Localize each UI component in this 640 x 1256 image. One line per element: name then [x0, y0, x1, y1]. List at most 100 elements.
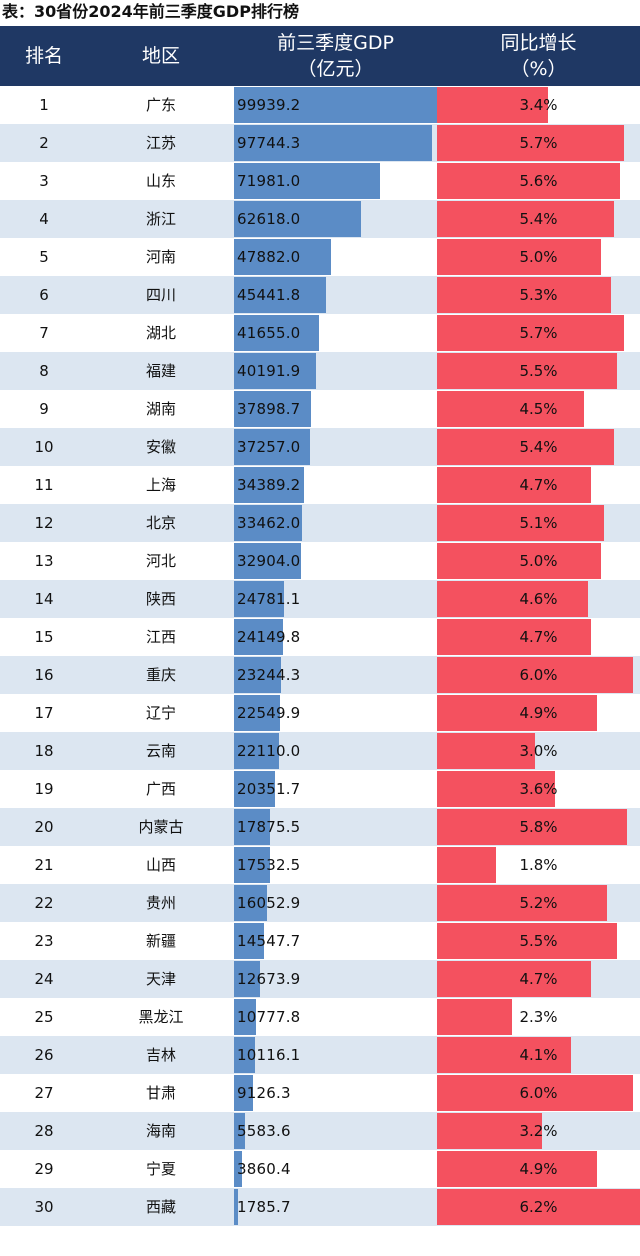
region-cell: 江苏 — [145, 134, 176, 152]
header-region: 地区 — [88, 26, 234, 86]
rank-cell: 18 — [34, 742, 54, 760]
gdp-value: 37257.0 — [237, 438, 301, 456]
gdp-bar — [234, 809, 270, 845]
region-cell: 贵州 — [145, 894, 176, 912]
gdp-value: 24781.1 — [237, 590, 301, 608]
gdp-value: 23244.3 — [237, 666, 301, 684]
rank-cell: 24 — [34, 970, 54, 988]
gdp-value: 9126.3 — [237, 1084, 291, 1102]
table-row: 10 安徽 37257.0 5.4% — [0, 428, 640, 466]
header-growth-label: 同比增长 — [500, 32, 577, 54]
growth-value: 4.1% — [519, 1046, 558, 1064]
gdp-value: 12673.9 — [237, 970, 301, 988]
region-cell: 湖南 — [145, 400, 176, 418]
table-row: 5 河南 47882.0 5.0% — [0, 238, 640, 276]
gdp-bar — [234, 961, 260, 997]
region-cell: 西藏 — [145, 1198, 176, 1216]
gdp-bar — [234, 505, 302, 541]
gdp-value: 99939.2 — [237, 96, 301, 114]
growth-bar — [437, 695, 597, 731]
gdp-bar — [234, 771, 275, 807]
gdp-value: 16052.9 — [237, 894, 301, 912]
header-rank-label: 排名 — [24, 45, 63, 67]
gdp-value: 45441.8 — [237, 286, 301, 304]
growth-bar — [437, 391, 584, 427]
growth-value: 5.4% — [519, 438, 558, 456]
rank-cell: 28 — [34, 1122, 54, 1140]
growth-value: 5.5% — [519, 932, 558, 950]
gdp-bar — [234, 999, 256, 1035]
region-cell: 北京 — [145, 514, 176, 532]
growth-value: 1.8% — [519, 856, 558, 874]
growth-bar — [437, 733, 535, 769]
rank-cell: 9 — [39, 400, 49, 418]
gdp-value: 24149.8 — [237, 628, 301, 646]
growth-bar — [437, 1189, 640, 1225]
gdp-value: 10777.8 — [237, 1008, 301, 1026]
rank-cell: 3 — [39, 172, 49, 190]
region-cell: 四川 — [145, 286, 176, 304]
gdp-value: 34389.2 — [237, 476, 301, 494]
growth-value: 4.7% — [519, 476, 558, 494]
rank-cell: 16 — [34, 666, 54, 684]
growth-bar — [437, 353, 617, 389]
rank-cell: 17 — [34, 704, 54, 722]
region-cell: 河北 — [145, 552, 176, 570]
region-cell: 广东 — [145, 96, 176, 114]
table-row: 3 山东 71981.0 5.6% — [0, 162, 640, 200]
gdp-bar — [234, 239, 331, 275]
table-row: 13 河北 32904.0 5.0% — [0, 542, 640, 580]
growth-bar — [437, 581, 588, 617]
region-cell: 天津 — [145, 970, 176, 988]
gdp-value: 17875.5 — [237, 818, 301, 836]
growth-value: 5.3% — [519, 286, 558, 304]
gdp-value: 20351.7 — [237, 780, 301, 798]
growth-value: 3.2% — [519, 1122, 558, 1140]
region-cell: 广西 — [145, 780, 176, 798]
rank-cell: 13 — [34, 552, 54, 570]
growth-bar — [437, 619, 591, 655]
growth-value: 5.5% — [519, 362, 558, 380]
growth-bar — [437, 125, 624, 161]
table-row: 17 辽宁 22549.9 4.9% — [0, 694, 640, 732]
gdp-bar — [234, 467, 304, 503]
table-row: 15 江西 24149.8 4.7% — [0, 618, 640, 656]
gdp-value: 62618.0 — [237, 210, 301, 228]
table-row: 18 云南 22110.0 3.0% — [0, 732, 640, 770]
growth-value: 2.3% — [519, 1008, 558, 1026]
growth-bar — [437, 771, 555, 807]
rank-cell: 27 — [34, 1084, 54, 1102]
rank-cell: 25 — [34, 1008, 54, 1026]
gdp-bar — [234, 201, 361, 237]
gdp-bar — [234, 87, 437, 123]
rank-cell: 2 — [39, 134, 49, 152]
growth-value: 4.5% — [519, 400, 558, 418]
gdp-bar — [234, 429, 310, 465]
header-gdp: 前三季度GDP （亿元） — [234, 26, 437, 86]
growth-bar — [437, 1113, 542, 1149]
growth-bar — [437, 1151, 597, 1187]
growth-value: 5.2% — [519, 894, 558, 912]
region-cell: 上海 — [145, 476, 176, 494]
growth-bar — [437, 923, 617, 959]
rank-cell: 14 — [34, 590, 54, 608]
rank-cell: 1 — [39, 96, 49, 114]
rank-cell: 23 — [34, 932, 54, 950]
growth-value: 6.2% — [519, 1198, 558, 1216]
region-cell: 海南 — [145, 1122, 176, 1140]
gdp-bar — [234, 619, 283, 655]
gdp-bar — [234, 1151, 242, 1187]
region-cell: 河南 — [145, 248, 176, 266]
region-cell: 云南 — [145, 742, 176, 760]
rank-cell: 4 — [39, 210, 49, 228]
gdp-bar — [234, 923, 264, 959]
gdp-bar — [234, 733, 279, 769]
growth-value: 5.6% — [519, 172, 558, 190]
gdp-bar — [234, 847, 270, 883]
growth-bar — [437, 201, 614, 237]
growth-bar — [437, 467, 591, 503]
growth-value: 4.6% — [519, 590, 558, 608]
gdp-bar — [234, 1113, 245, 1149]
rank-cell: 7 — [39, 324, 49, 342]
growth-bar — [437, 505, 604, 541]
